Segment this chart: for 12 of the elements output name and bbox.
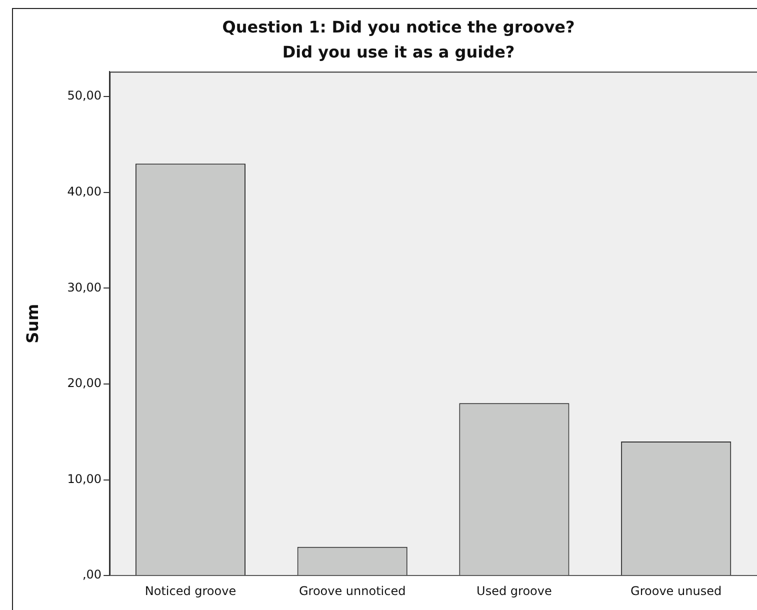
x-tick-label: Groove unnoticed — [298, 584, 406, 598]
y-axis-title: Sum — [22, 304, 42, 344]
x-tick-label: Noticed groove — [144, 584, 236, 598]
y-tick-label: 10,00 — [67, 472, 102, 486]
y-tick-label: 50,00 — [67, 88, 102, 103]
x-tick-label: Groove unused — [630, 584, 722, 598]
y-tick-label: 20,00 — [67, 376, 102, 390]
y-tick-label: 30,00 — [67, 280, 102, 294]
y-tick-label: 40,00 — [67, 184, 102, 198]
chart-title: Question 1: Did you notice the groove? Did you use it as a guide? — [222, 18, 575, 62]
y-tick-label: ,00 — [82, 568, 102, 582]
x-tick-label: Used groove — [476, 584, 552, 598]
